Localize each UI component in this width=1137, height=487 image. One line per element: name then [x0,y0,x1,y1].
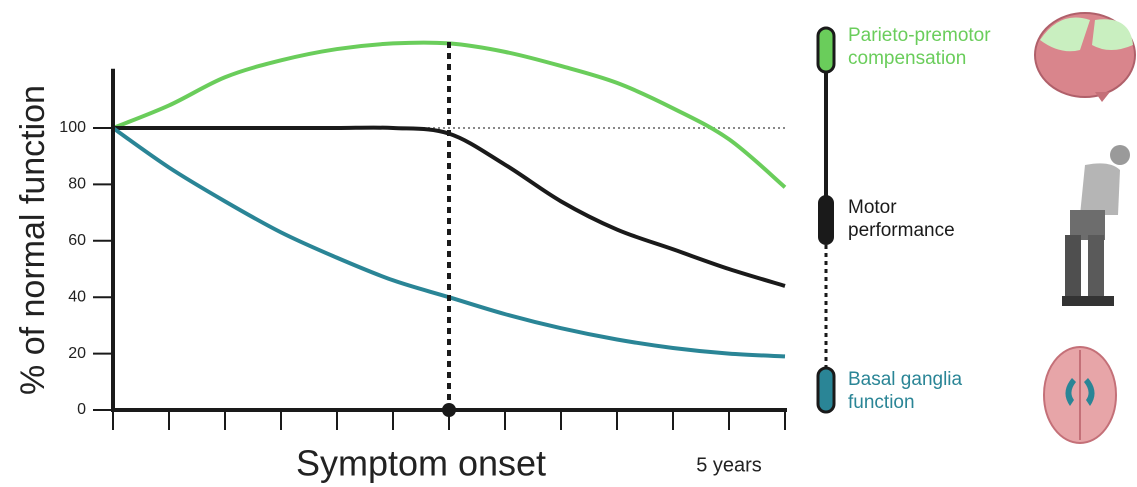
series-line [111,126,786,359]
person-icon [1062,145,1130,306]
y-tick-label: 40 [68,288,86,305]
brain-icon [1034,12,1136,102]
y-tick-label: 60 [68,232,86,249]
y-tick-label: 0 [77,401,86,418]
duration-label: 5 years [696,454,762,476]
legend-label: Basal ganglia function [848,369,963,413]
y-axis-title: % of normal function [14,85,52,395]
legend-label: Parieto-premotor compensation [848,25,991,69]
y-tick-label: 80 [68,176,86,193]
basal-ganglia-icon [1043,346,1117,444]
legend-label: Motor performance [848,197,955,241]
legend-swatch [816,26,836,74]
legend-swatch [818,195,834,245]
y-tick-label: 20 [68,345,86,362]
onset-marker [442,403,456,417]
onset-label: Symptom onset [296,443,546,484]
legend-swatch [816,366,836,414]
y-tick-label: 100 [59,119,86,136]
